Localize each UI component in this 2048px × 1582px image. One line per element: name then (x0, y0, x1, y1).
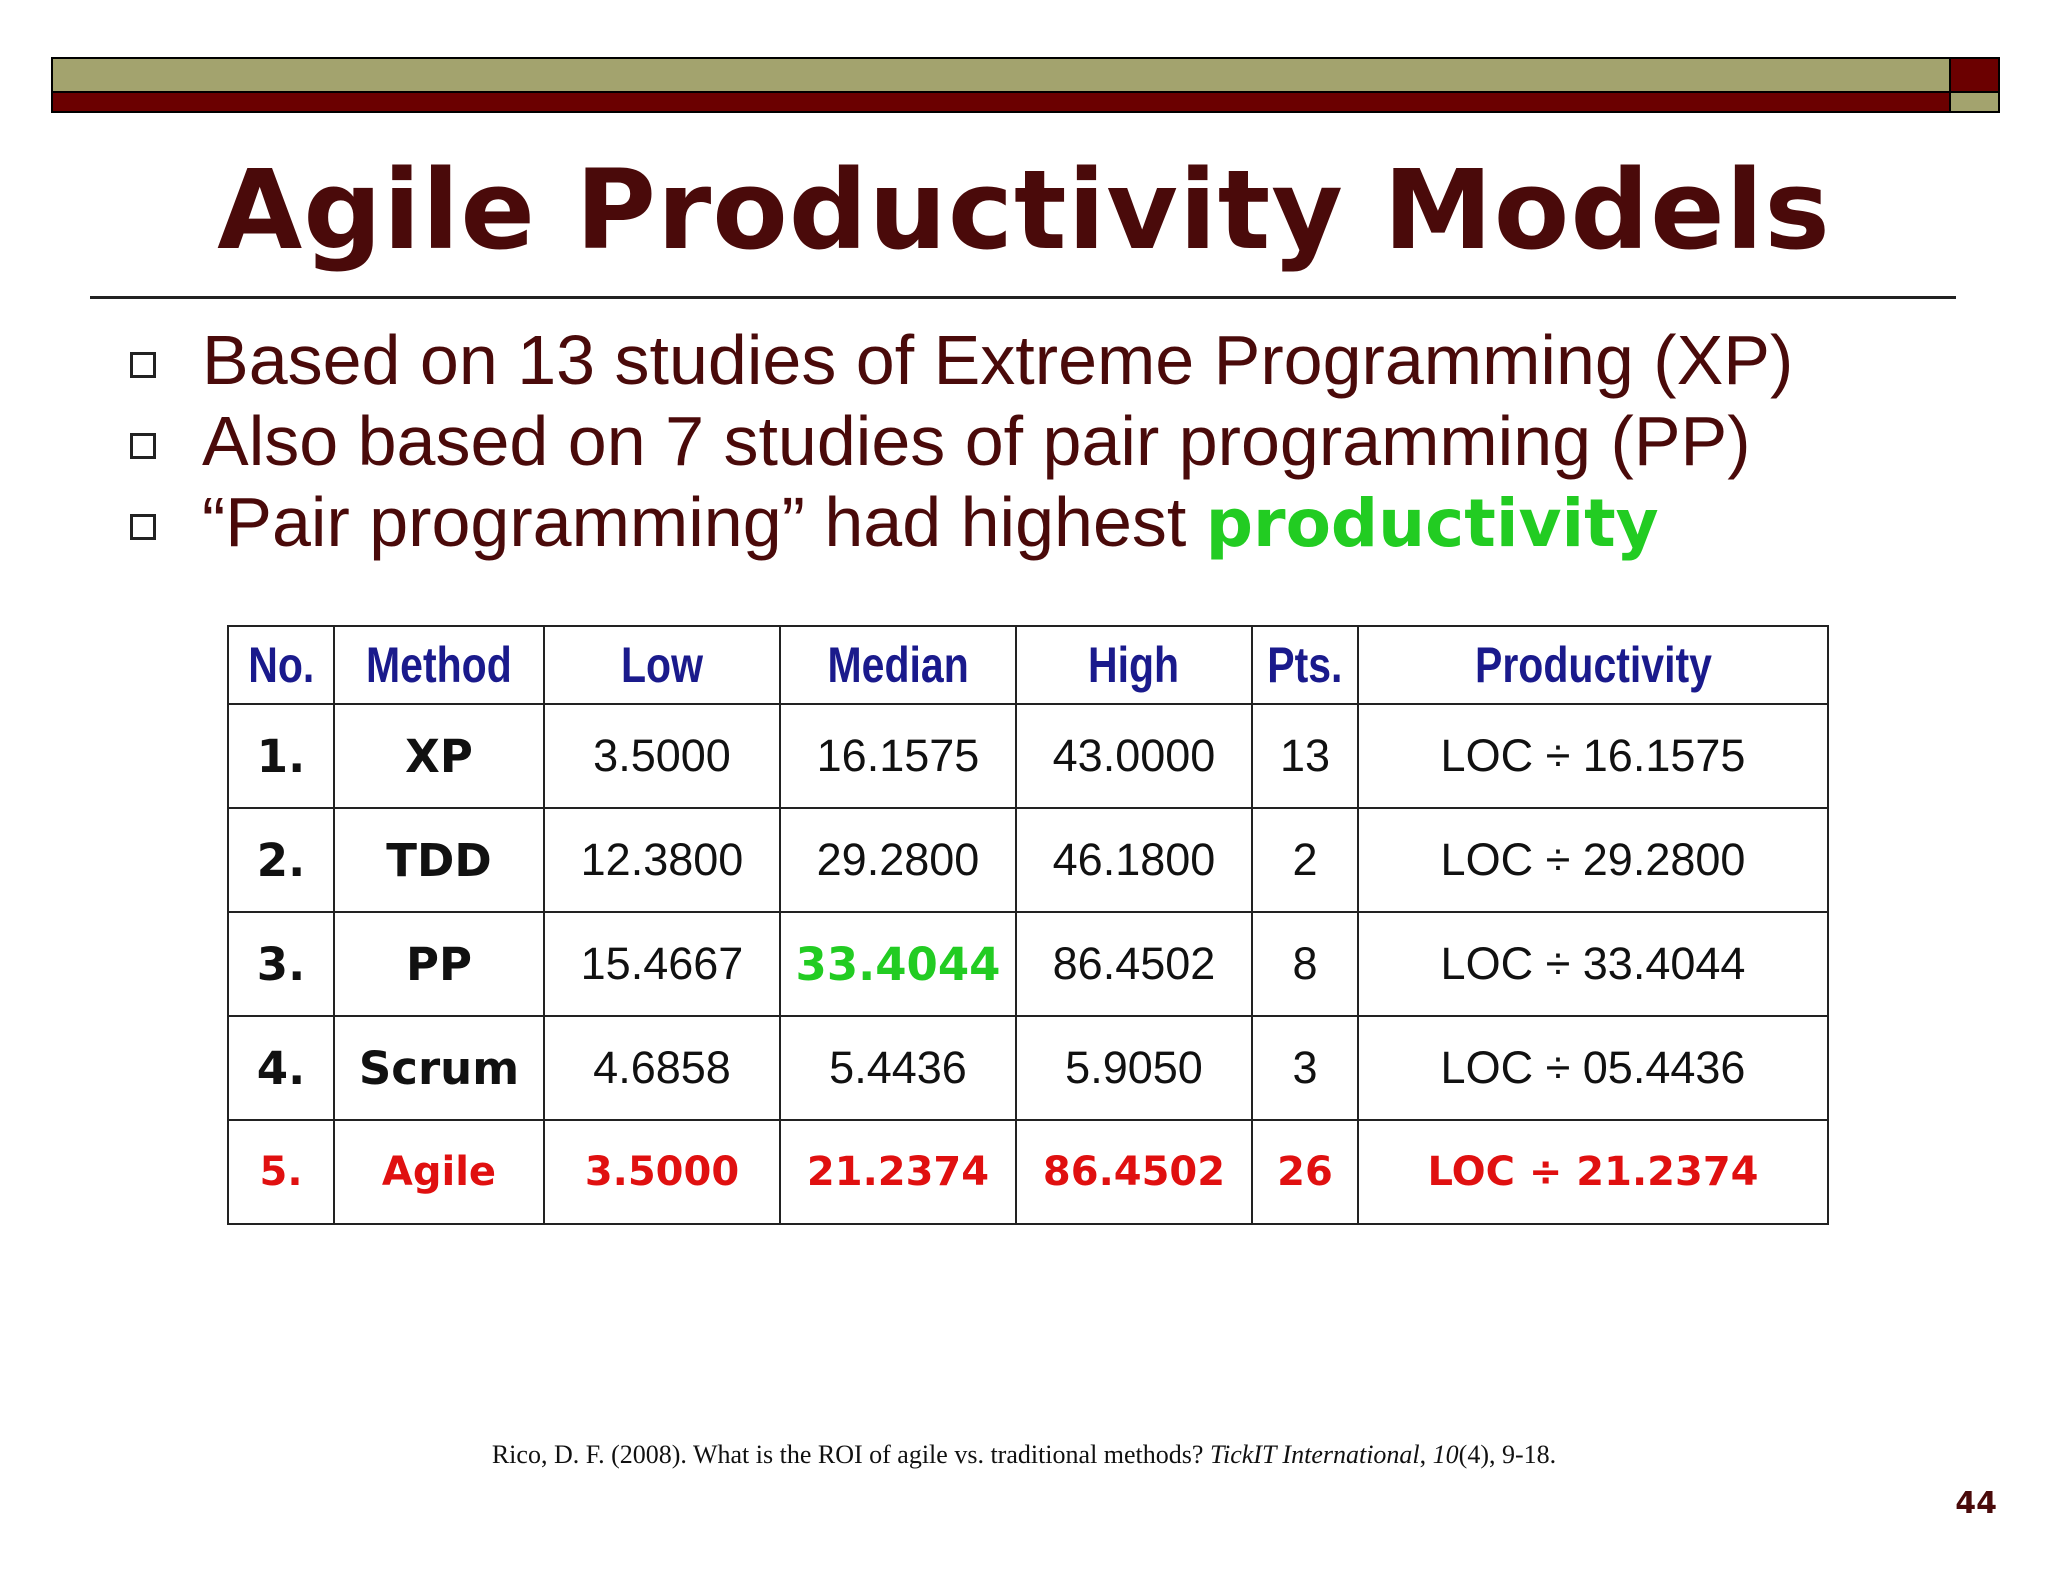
productivity-table: No. Method Low Median High Pts. Producti… (227, 625, 1829, 1225)
cell-method: XP (333, 703, 545, 809)
cell-method: PP (333, 911, 545, 1017)
bullet-square-icon (130, 433, 156, 459)
cell-median: 16.1575 (779, 703, 1017, 809)
bullet-item: “Pair programming” had highest productiv… (125, 478, 1975, 562)
cell-high: 43.0000 (1015, 703, 1253, 809)
header-no: No. (227, 625, 335, 705)
bullet-text: Also based on 7 studies of pair programm… (202, 402, 1751, 480)
bullet-text: Based on 13 studies of Extreme Programmi… (202, 321, 1794, 399)
cell-high: 86.4502 (1015, 1119, 1253, 1225)
header-low: Low (543, 625, 781, 705)
cell-low: 3.5000 (543, 1119, 781, 1225)
cell-median: 21.2374 (779, 1119, 1017, 1225)
table-header-row: No. Method Low Median High Pts. Producti… (227, 625, 1829, 705)
cell-low: 15.4667 (543, 911, 781, 1017)
cell-method: Agile (333, 1119, 545, 1225)
cell-productivity: LOC ÷ 05.4436 (1357, 1015, 1829, 1121)
top-bar-olive (51, 57, 1951, 91)
cell-low: 4.6858 (543, 1015, 781, 1121)
header-high: High (1015, 625, 1253, 705)
cell-no: 3. (227, 911, 335, 1017)
bullet-square-icon (130, 352, 156, 378)
bullet-item: Based on 13 studies of Extreme Programmi… (125, 316, 1975, 399)
citation: Rico, D. F. (2008). What is the ROI of a… (491, 1440, 1557, 1469)
table-row: 4. Scrum 4.6858 5.4436 5.9050 3 LOC ÷ 05… (227, 1015, 1829, 1121)
cell-pts: 26 (1251, 1119, 1359, 1225)
cell-productivity: LOC ÷ 29.2800 (1357, 807, 1829, 913)
cell-productivity: LOC ÷ 16.1575 (1357, 703, 1829, 809)
header-median: Median (779, 625, 1017, 705)
cell-median: 5.4436 (779, 1015, 1017, 1121)
cell-productivity: LOC ÷ 33.4044 (1357, 911, 1829, 1017)
bullet-list: Based on 13 studies of Extreme Programmi… (125, 316, 1975, 562)
bullet-square-icon (130, 514, 156, 540)
cell-no: 4. (227, 1015, 335, 1121)
page-number: 44 (1955, 1486, 1997, 1521)
cell-high: 46.1800 (1015, 807, 1253, 913)
header-pts: Pts. (1251, 625, 1359, 705)
title-divider (90, 296, 1956, 299)
table-row: 2. TDD 12.3800 29.2800 46.1800 2 LOC ÷ 2… (227, 807, 1829, 913)
table-row: 3. PP 15.4667 33.4044 86.4502 8 LOC ÷ 33… (227, 911, 1829, 1017)
cell-low: 12.3800 (543, 807, 781, 913)
slide-title: Agile Productivity Models (217, 146, 1831, 274)
table-row-agile: 5. Agile 3.5000 21.2374 86.4502 26 LOC ÷… (227, 1119, 1829, 1225)
header-method: Method (333, 625, 545, 705)
cell-method: TDD (333, 807, 545, 913)
cell-low: 3.5000 (543, 703, 781, 809)
table-row: 1. XP 3.5000 16.1575 43.0000 13 LOC ÷ 16… (227, 703, 1829, 809)
cell-high: 86.4502 (1015, 911, 1253, 1017)
cell-pts: 13 (1251, 703, 1359, 809)
cell-method: Scrum (333, 1015, 545, 1121)
cell-pts: 2 (1251, 807, 1359, 913)
cell-median: 29.2800 (779, 807, 1017, 913)
cell-median-highlight: 33.4044 (779, 911, 1017, 1017)
bullet-highlight: productivity (1205, 485, 1659, 562)
cell-pts: 8 (1251, 911, 1359, 1017)
cell-high: 5.9050 (1015, 1015, 1253, 1121)
corner-square-bottom (1949, 91, 2000, 113)
cell-no: 1. (227, 703, 335, 809)
header-productivity: Productivity (1357, 625, 1829, 705)
cell-productivity: LOC ÷ 21.2374 (1357, 1119, 1829, 1225)
top-bar-maroon (51, 91, 1951, 113)
bullet-item: Also based on 7 studies of pair programm… (125, 397, 1975, 480)
bullet-text: “Pair programming” had highest (202, 483, 1206, 561)
cell-no: 5. (227, 1119, 335, 1225)
cell-pts: 3 (1251, 1015, 1359, 1121)
cell-no: 2. (227, 807, 335, 913)
corner-square-top (1949, 57, 2000, 93)
